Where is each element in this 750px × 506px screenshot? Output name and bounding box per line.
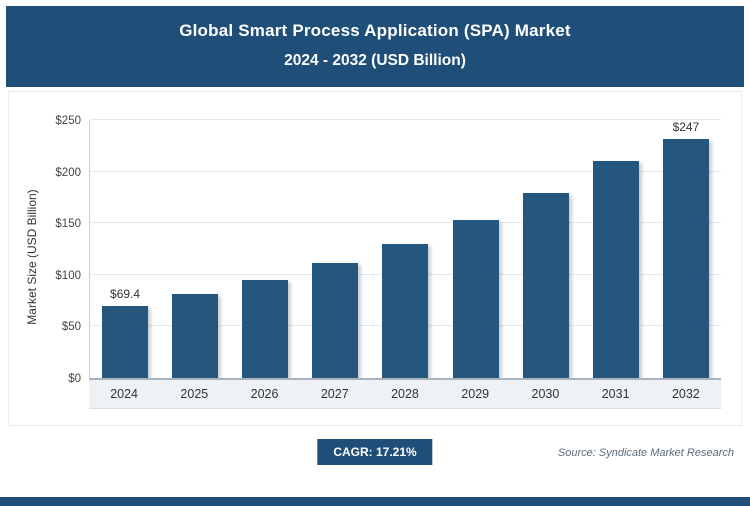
bar-slot-2031 [581, 120, 651, 378]
y-tick-label: $0 [68, 373, 81, 385]
x-label-2031: 2031 [601, 387, 630, 401]
x-label-2032: 2032 [671, 387, 700, 401]
bar-slot-2028 [370, 120, 440, 378]
chart-title-line2: 2024 - 2032 (USD Billion) [284, 52, 466, 69]
x-axis-labels: 2024 2025 2026 2027 2028 2029 2030 2031 2032 [89, 378, 721, 409]
chart-footer: CAGR: 17.21% Source: Syndicate Market Re… [8, 426, 742, 478]
bar-slot-2032: $247 [651, 120, 721, 378]
x-label-2028: 2028 [391, 387, 419, 401]
x-label-2030: 2030 [531, 387, 560, 401]
bar-2030 [522, 193, 569, 378]
bar-2026 [242, 280, 289, 378]
bar-slot-2024: $69.4 [90, 120, 160, 378]
y-tick-label: $50 [61, 321, 81, 334]
bar-2029 [452, 220, 499, 378]
bar-slot-2030 [511, 120, 581, 378]
bar-value-label: $69.4 [110, 287, 141, 301]
y-tick-label: $150 [55, 218, 81, 231]
plot-area: $0 $50 $100 $150 $200 $250 $69.4 $247 [55, 115, 721, 385]
y-tick-label: $100 [55, 269, 81, 282]
bar-slot-2025 [160, 120, 230, 378]
chart-title-banner: Global Smart Process Application (SPA) M… [6, 6, 744, 87]
bar-2032 [662, 139, 709, 378]
x-label-2024: 2024 [110, 387, 139, 401]
bar-2027 [312, 263, 359, 378]
bar-2025 [172, 294, 219, 378]
y-tick-label: $200 [55, 166, 81, 179]
bar-2024 [102, 306, 149, 378]
source-attribution: Source: Syndicate Market Research [557, 447, 734, 459]
x-label-2027: 2027 [320, 387, 349, 401]
bottom-accent-strip [0, 497, 750, 506]
gridline [90, 222, 721, 224]
bar-value-label: $247 [672, 120, 700, 134]
chart-area: Market Size (USD Billion) $0 $50 $100 $150 $… [8, 91, 742, 426]
x-label-2026: 2026 [250, 387, 279, 401]
bar-2028 [382, 244, 429, 378]
chart-title-line1: Global Smart Process Application (SPA) M… [179, 21, 571, 40]
y-tick-label: $250 [55, 115, 81, 127]
bar-2031 [592, 161, 639, 378]
bar-slot-2029 [441, 120, 511, 378]
y-axis-title: Market Size (USD Billion) [25, 189, 39, 325]
bar-slot-2026 [230, 120, 300, 378]
x-label-2025: 2025 [180, 387, 209, 401]
gridline [90, 170, 721, 172]
x-label-2029: 2029 [461, 387, 490, 401]
bar-slot-2027 [300, 120, 370, 378]
gridline [90, 119, 721, 120]
bars-layer: $69.4 $247 [90, 120, 721, 378]
cagr-badge: CAGR: 17.21% [317, 439, 433, 465]
